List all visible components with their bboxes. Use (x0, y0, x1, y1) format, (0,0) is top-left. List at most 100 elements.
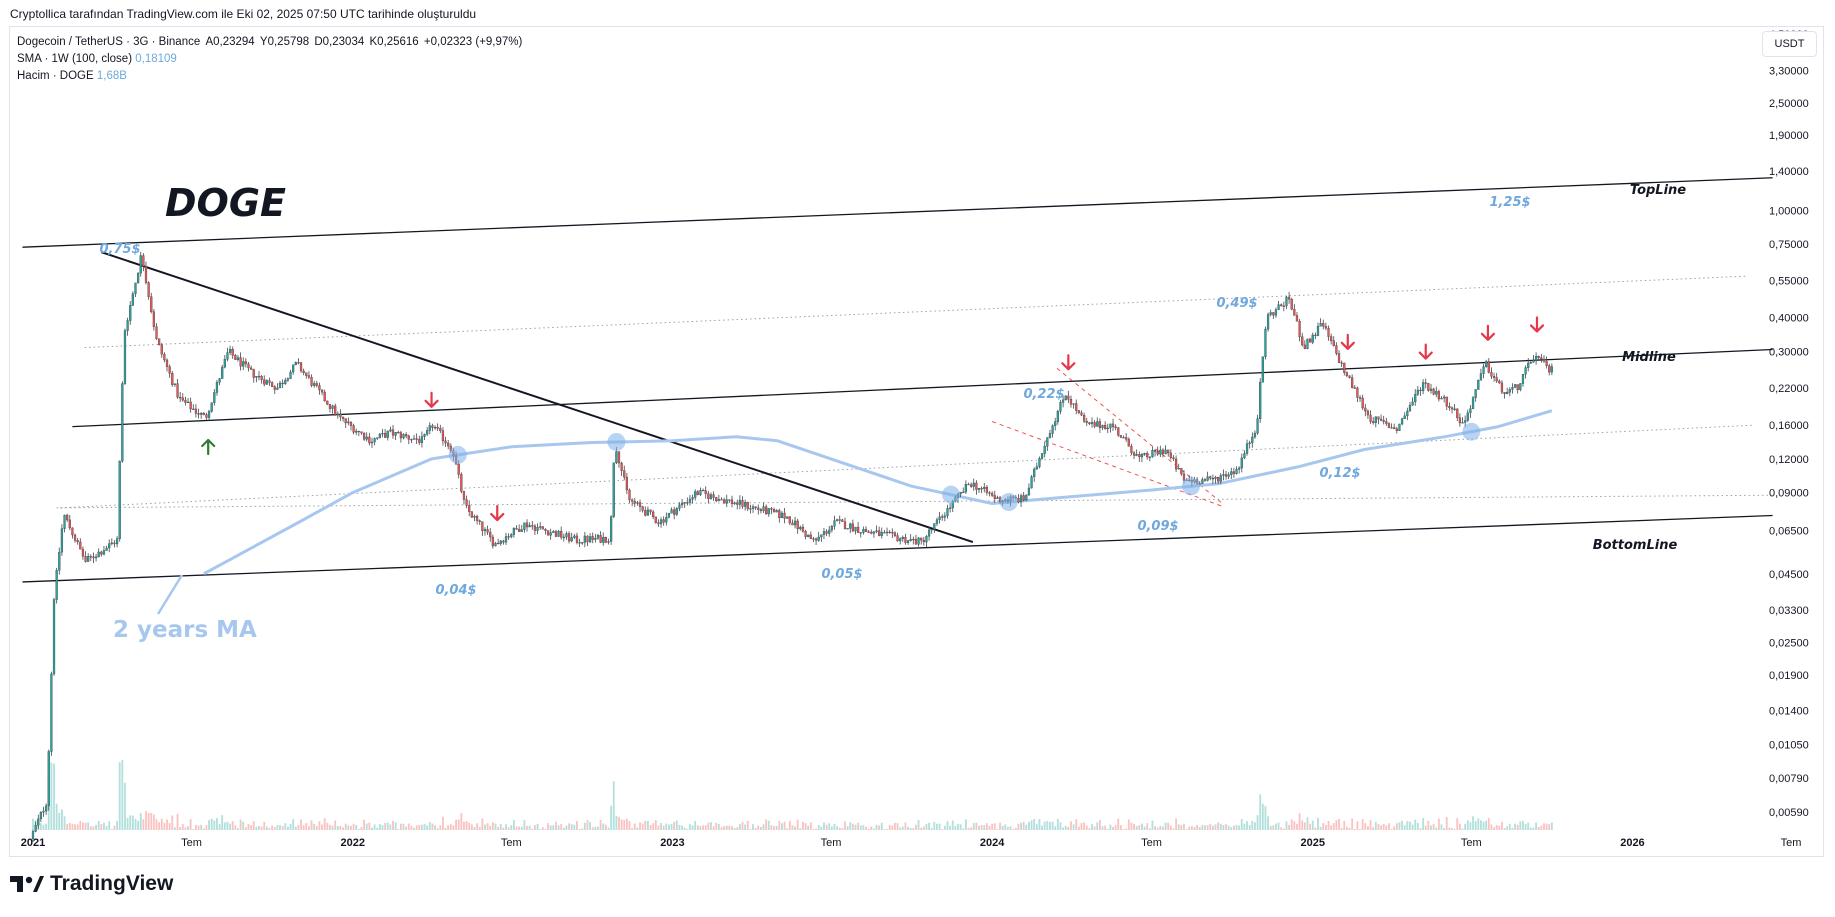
candle-body (520, 529, 523, 532)
tradingview-brand[interactable]: TradingView (10, 872, 173, 896)
volume-bar (786, 828, 789, 830)
volume-bar (87, 822, 90, 830)
volume-bar (983, 825, 986, 830)
candle-body (725, 499, 728, 504)
volume-bar (1240, 818, 1243, 830)
trendline-bottomline[interactable] (22, 514, 1773, 583)
candle-body (1109, 423, 1112, 429)
candle-body (1516, 384, 1519, 390)
volume-bar (665, 823, 668, 830)
trendline-downtrend[interactable] (101, 251, 974, 544)
candle-body (531, 525, 534, 527)
candle-body (1104, 425, 1107, 429)
tradingview-logo-icon (10, 876, 44, 892)
candle-body (1161, 449, 1165, 454)
candle-body (231, 349, 234, 356)
candle-body (578, 542, 581, 544)
sma-path[interactable] (203, 409, 1553, 576)
volume-bar (208, 820, 210, 830)
y-tick-label: 0,06500 (1769, 526, 1809, 538)
sma-touch-marker[interactable] (607, 432, 626, 451)
candle-body (588, 536, 592, 543)
volume-bar (791, 825, 794, 830)
candle-body (767, 508, 770, 515)
price-annotation: 0,49$ (1216, 296, 1257, 311)
sma-touch-marker[interactable] (448, 445, 467, 464)
candle-body (1540, 357, 1543, 360)
volume-bar (142, 819, 145, 830)
candle-body (226, 352, 229, 360)
candle-body (552, 531, 555, 533)
sma-touch-marker[interactable] (999, 493, 1018, 512)
candle-body (499, 540, 502, 544)
sma-touch-marker[interactable] (1181, 477, 1200, 496)
volume-bar (42, 824, 45, 830)
trendline-mid-dotted[interactable] (60, 424, 1755, 509)
candle-body (707, 493, 710, 499)
volume-bar (410, 825, 413, 830)
volume-bar (954, 825, 957, 830)
candle-body (749, 508, 752, 510)
candle-body (720, 499, 723, 501)
trendline-lower-dotted[interactable] (56, 494, 1773, 509)
candle-body (1290, 299, 1293, 310)
price-annotation: 0,22$ (1023, 387, 1064, 402)
volume-bar (321, 824, 323, 830)
candle-body (1111, 423, 1115, 427)
legend-volume-row[interactable]: Hacim · DOGE 1,68B (17, 68, 522, 85)
volume-bar (1020, 822, 1022, 830)
volume-bar (1088, 828, 1091, 830)
sma-touch-marker[interactable] (1462, 422, 1481, 441)
candle-body (407, 435, 410, 440)
candle-body (320, 389, 324, 393)
candle-body (807, 534, 810, 537)
volume-bar (744, 824, 747, 830)
candle-body (1130, 446, 1133, 454)
legend-sma-row[interactable]: SMA · 1W (100, close) 0,18109 (17, 51, 522, 68)
volume-bar (436, 828, 439, 830)
candle-body (659, 519, 663, 525)
sma-touch-marker[interactable] (941, 485, 960, 504)
legend-symbol[interactable]: Dogecoin / TetherUS · 3G · Binance (17, 36, 201, 48)
candle-body (533, 525, 537, 531)
candle-body (1106, 427, 1109, 430)
volume-bar (875, 824, 878, 830)
currency-button[interactable]: USDT (1762, 31, 1817, 57)
candle-body (165, 359, 169, 367)
volume-bar (1359, 829, 1361, 830)
volume-bar (723, 826, 726, 830)
candle-body (384, 433, 387, 438)
volume-bar (1209, 823, 1212, 830)
candle-body (1030, 476, 1033, 489)
candle-body (541, 526, 544, 530)
candle-body (160, 344, 163, 355)
trendline-upper-dotted[interactable] (84, 275, 1746, 349)
candle-body (163, 353, 166, 361)
volume-bar (1356, 821, 1359, 830)
volume-bar (1296, 824, 1298, 830)
candle-body (512, 527, 516, 535)
channel-line[interactable] (991, 421, 1223, 507)
candle-body (45, 805, 48, 812)
candle-body (1033, 468, 1036, 477)
candle-body (265, 380, 268, 385)
candle-body (1282, 305, 1285, 307)
volume-bar (302, 825, 305, 830)
candle-body (644, 510, 647, 516)
candle-body (328, 404, 332, 409)
volume-bar (486, 823, 489, 830)
candle-body (872, 531, 876, 534)
legend-sma-label: SMA · 1W (100, close) (17, 53, 133, 65)
x-tick-label: Tem (181, 837, 202, 849)
volume-bar (502, 827, 505, 830)
candle-body (1390, 427, 1393, 429)
volume-bar (1288, 824, 1291, 830)
volume-bar (1248, 824, 1251, 830)
volume-bar (426, 825, 429, 830)
volume-bars (32, 760, 1553, 830)
volume-bar (623, 819, 626, 830)
volume-bar (131, 815, 134, 830)
trendline-topline[interactable] (22, 177, 1773, 248)
candle-body (71, 527, 74, 536)
